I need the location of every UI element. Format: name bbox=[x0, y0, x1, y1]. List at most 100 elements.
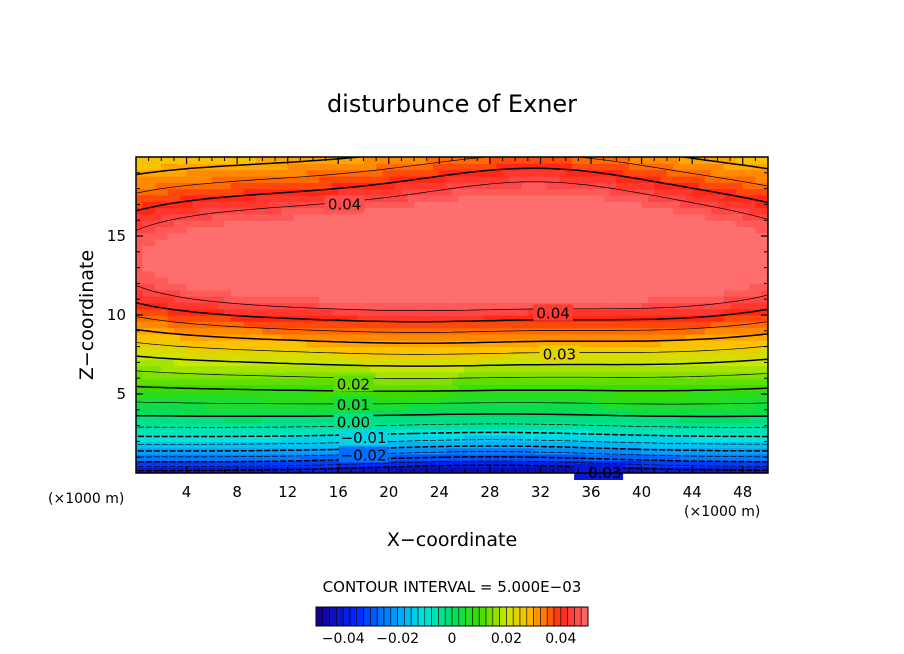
heat-cell bbox=[521, 232, 529, 240]
heat-cell bbox=[325, 220, 333, 228]
heat-cell bbox=[610, 245, 617, 253]
heat-cell bbox=[692, 258, 700, 266]
heat-cell bbox=[173, 315, 181, 322]
heat-cell bbox=[489, 296, 497, 303]
heat-cell bbox=[610, 352, 617, 360]
heat-cell bbox=[603, 397, 611, 405]
heat-cell bbox=[470, 447, 478, 455]
heat-cell bbox=[603, 315, 611, 322]
heat-cell bbox=[433, 194, 440, 202]
heat-cell bbox=[647, 226, 655, 234]
heat-cell bbox=[717, 397, 725, 405]
heat-cell bbox=[249, 296, 257, 303]
heat-cell bbox=[338, 365, 346, 373]
heat-cell bbox=[142, 220, 150, 228]
heat-cell bbox=[730, 220, 737, 228]
heat-cell bbox=[553, 454, 561, 461]
heat-cell bbox=[502, 302, 510, 310]
heat-cell bbox=[414, 226, 421, 234]
heat-cell bbox=[559, 175, 567, 183]
heat-cell bbox=[679, 264, 687, 272]
heat-cell bbox=[439, 283, 447, 291]
heat-cell bbox=[641, 157, 649, 164]
heat-cell bbox=[357, 289, 365, 297]
heat-cell bbox=[294, 352, 301, 360]
heat-cell bbox=[553, 175, 561, 183]
heat-cell bbox=[458, 315, 466, 322]
heat-cell bbox=[641, 390, 649, 398]
heat-cell bbox=[275, 454, 282, 461]
heat-cell bbox=[616, 416, 624, 424]
heat-cell bbox=[224, 321, 232, 329]
heat-cell bbox=[224, 163, 232, 171]
heat-cell bbox=[749, 441, 756, 449]
heat-cell bbox=[325, 346, 333, 354]
heat-cell bbox=[559, 157, 567, 164]
heat-cell bbox=[426, 416, 434, 424]
heat-cell bbox=[578, 435, 586, 442]
heat-cell bbox=[635, 188, 643, 196]
heat-cell bbox=[508, 296, 516, 303]
heat-cell bbox=[262, 327, 270, 335]
heat-cell bbox=[742, 232, 750, 240]
heat-cell bbox=[711, 283, 719, 291]
heat-cell bbox=[230, 182, 238, 190]
heat-cell bbox=[433, 371, 440, 379]
heat-cell bbox=[647, 378, 655, 386]
heat-cell bbox=[312, 201, 320, 209]
heat-cell bbox=[559, 403, 567, 411]
heat-cell bbox=[610, 340, 617, 348]
heat-cell bbox=[256, 340, 263, 348]
heat-cell bbox=[388, 169, 396, 177]
heat-cell bbox=[654, 239, 662, 247]
heat-cell bbox=[445, 182, 453, 190]
heat-cell bbox=[565, 384, 573, 392]
heat-cell bbox=[173, 435, 181, 442]
heat-cell bbox=[534, 403, 542, 411]
heat-cell bbox=[679, 460, 687, 468]
heat-cell bbox=[395, 371, 403, 379]
heat-cell bbox=[154, 365, 162, 373]
heat-cell bbox=[237, 466, 245, 473]
heat-cell bbox=[502, 245, 510, 253]
heat-cell bbox=[294, 220, 301, 228]
heat-cell bbox=[572, 239, 579, 247]
heat-cell bbox=[186, 220, 194, 228]
heat-cell bbox=[211, 378, 219, 386]
heat-cell bbox=[262, 378, 270, 386]
heat-cell bbox=[186, 296, 194, 303]
heat-cell bbox=[711, 365, 719, 373]
heat-cell bbox=[742, 327, 750, 335]
heat-cell bbox=[344, 365, 352, 373]
heat-cell bbox=[483, 289, 491, 297]
heat-cell bbox=[685, 327, 693, 335]
heat-cell bbox=[673, 460, 681, 468]
heat-cell bbox=[294, 390, 301, 398]
heat-cell bbox=[685, 416, 693, 424]
heat-cell bbox=[325, 422, 333, 430]
heat-cell bbox=[395, 251, 403, 259]
heat-cell bbox=[742, 169, 750, 177]
heat-cell bbox=[445, 175, 453, 183]
heat-cell bbox=[635, 365, 643, 373]
heat-cell bbox=[679, 409, 687, 417]
heat-cell bbox=[673, 409, 681, 417]
heat-cell bbox=[578, 182, 586, 190]
heat-cell bbox=[679, 340, 687, 348]
heat-cell bbox=[610, 264, 617, 272]
heat-cell bbox=[565, 321, 573, 329]
heat-cell bbox=[591, 441, 598, 449]
heat-cell bbox=[382, 384, 390, 392]
heat-cell bbox=[628, 321, 636, 329]
heat-cell bbox=[489, 403, 497, 411]
heat-cell bbox=[148, 175, 156, 183]
heat-cell bbox=[205, 182, 213, 190]
heat-cell bbox=[527, 321, 535, 329]
heat-cell bbox=[723, 302, 731, 310]
heat-cell bbox=[344, 333, 352, 341]
heat-cell bbox=[464, 226, 472, 234]
heat-cell bbox=[698, 416, 706, 424]
heat-cell bbox=[647, 409, 655, 417]
heat-cell bbox=[749, 390, 756, 398]
heat-cell bbox=[167, 422, 175, 430]
